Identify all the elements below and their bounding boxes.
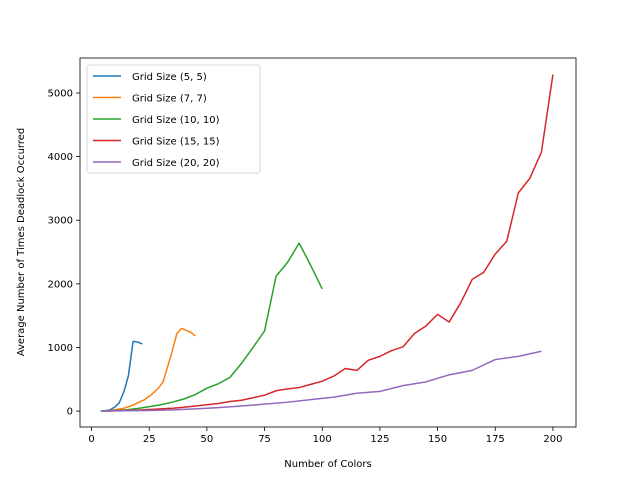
y-tick-label: 1000 bbox=[48, 343, 73, 354]
series-line-4 bbox=[103, 74, 554, 412]
x-tick-label: 100 bbox=[313, 434, 332, 445]
legend-box bbox=[86, 64, 261, 174]
legend-label: Grid Size (10, 10) bbox=[132, 115, 220, 126]
x-axis: 0 25 50 75 100 125 150 175 200 bbox=[88, 427, 562, 445]
legend: Grid Size (5, 5) Grid Size (7, 7) Grid Siz… bbox=[86, 64, 261, 174]
series-lines bbox=[100, 74, 554, 412]
legend-label: Grid Size (20, 20) bbox=[132, 158, 220, 169]
y-tick-label: 2000 bbox=[48, 279, 73, 290]
legend-label: Grid Size (5, 5) bbox=[132, 72, 207, 83]
series-line-3 bbox=[103, 242, 323, 412]
x-tick-label: 125 bbox=[370, 434, 389, 445]
x-tick-label: 25 bbox=[143, 434, 156, 445]
y-axis-label: Average Number of Times Deadlock Occurre… bbox=[16, 128, 27, 357]
x-tick-label: 200 bbox=[543, 434, 562, 445]
x-tick-label: 75 bbox=[258, 434, 271, 445]
legend-label: Grid Size (15, 15) bbox=[132, 137, 220, 148]
x-tick-label: 175 bbox=[486, 434, 505, 445]
x-tick-label: 0 bbox=[88, 434, 94, 445]
y-axis: 0 1000 2000 3000 4000 5000 bbox=[48, 88, 80, 418]
x-axis-label: Number of Colors bbox=[284, 459, 372, 470]
x-tick-label: 50 bbox=[201, 434, 214, 445]
y-tick-label: 4000 bbox=[48, 152, 73, 163]
x-tick-label: 150 bbox=[428, 434, 447, 445]
y-tick-label: 0 bbox=[67, 407, 73, 418]
legend-label: Grid Size (7, 7) bbox=[132, 94, 207, 105]
y-tick-label: 5000 bbox=[48, 88, 73, 99]
y-tick-label: 3000 bbox=[48, 216, 73, 227]
series-line-5 bbox=[103, 350, 542, 412]
series-line-2 bbox=[103, 327, 196, 412]
